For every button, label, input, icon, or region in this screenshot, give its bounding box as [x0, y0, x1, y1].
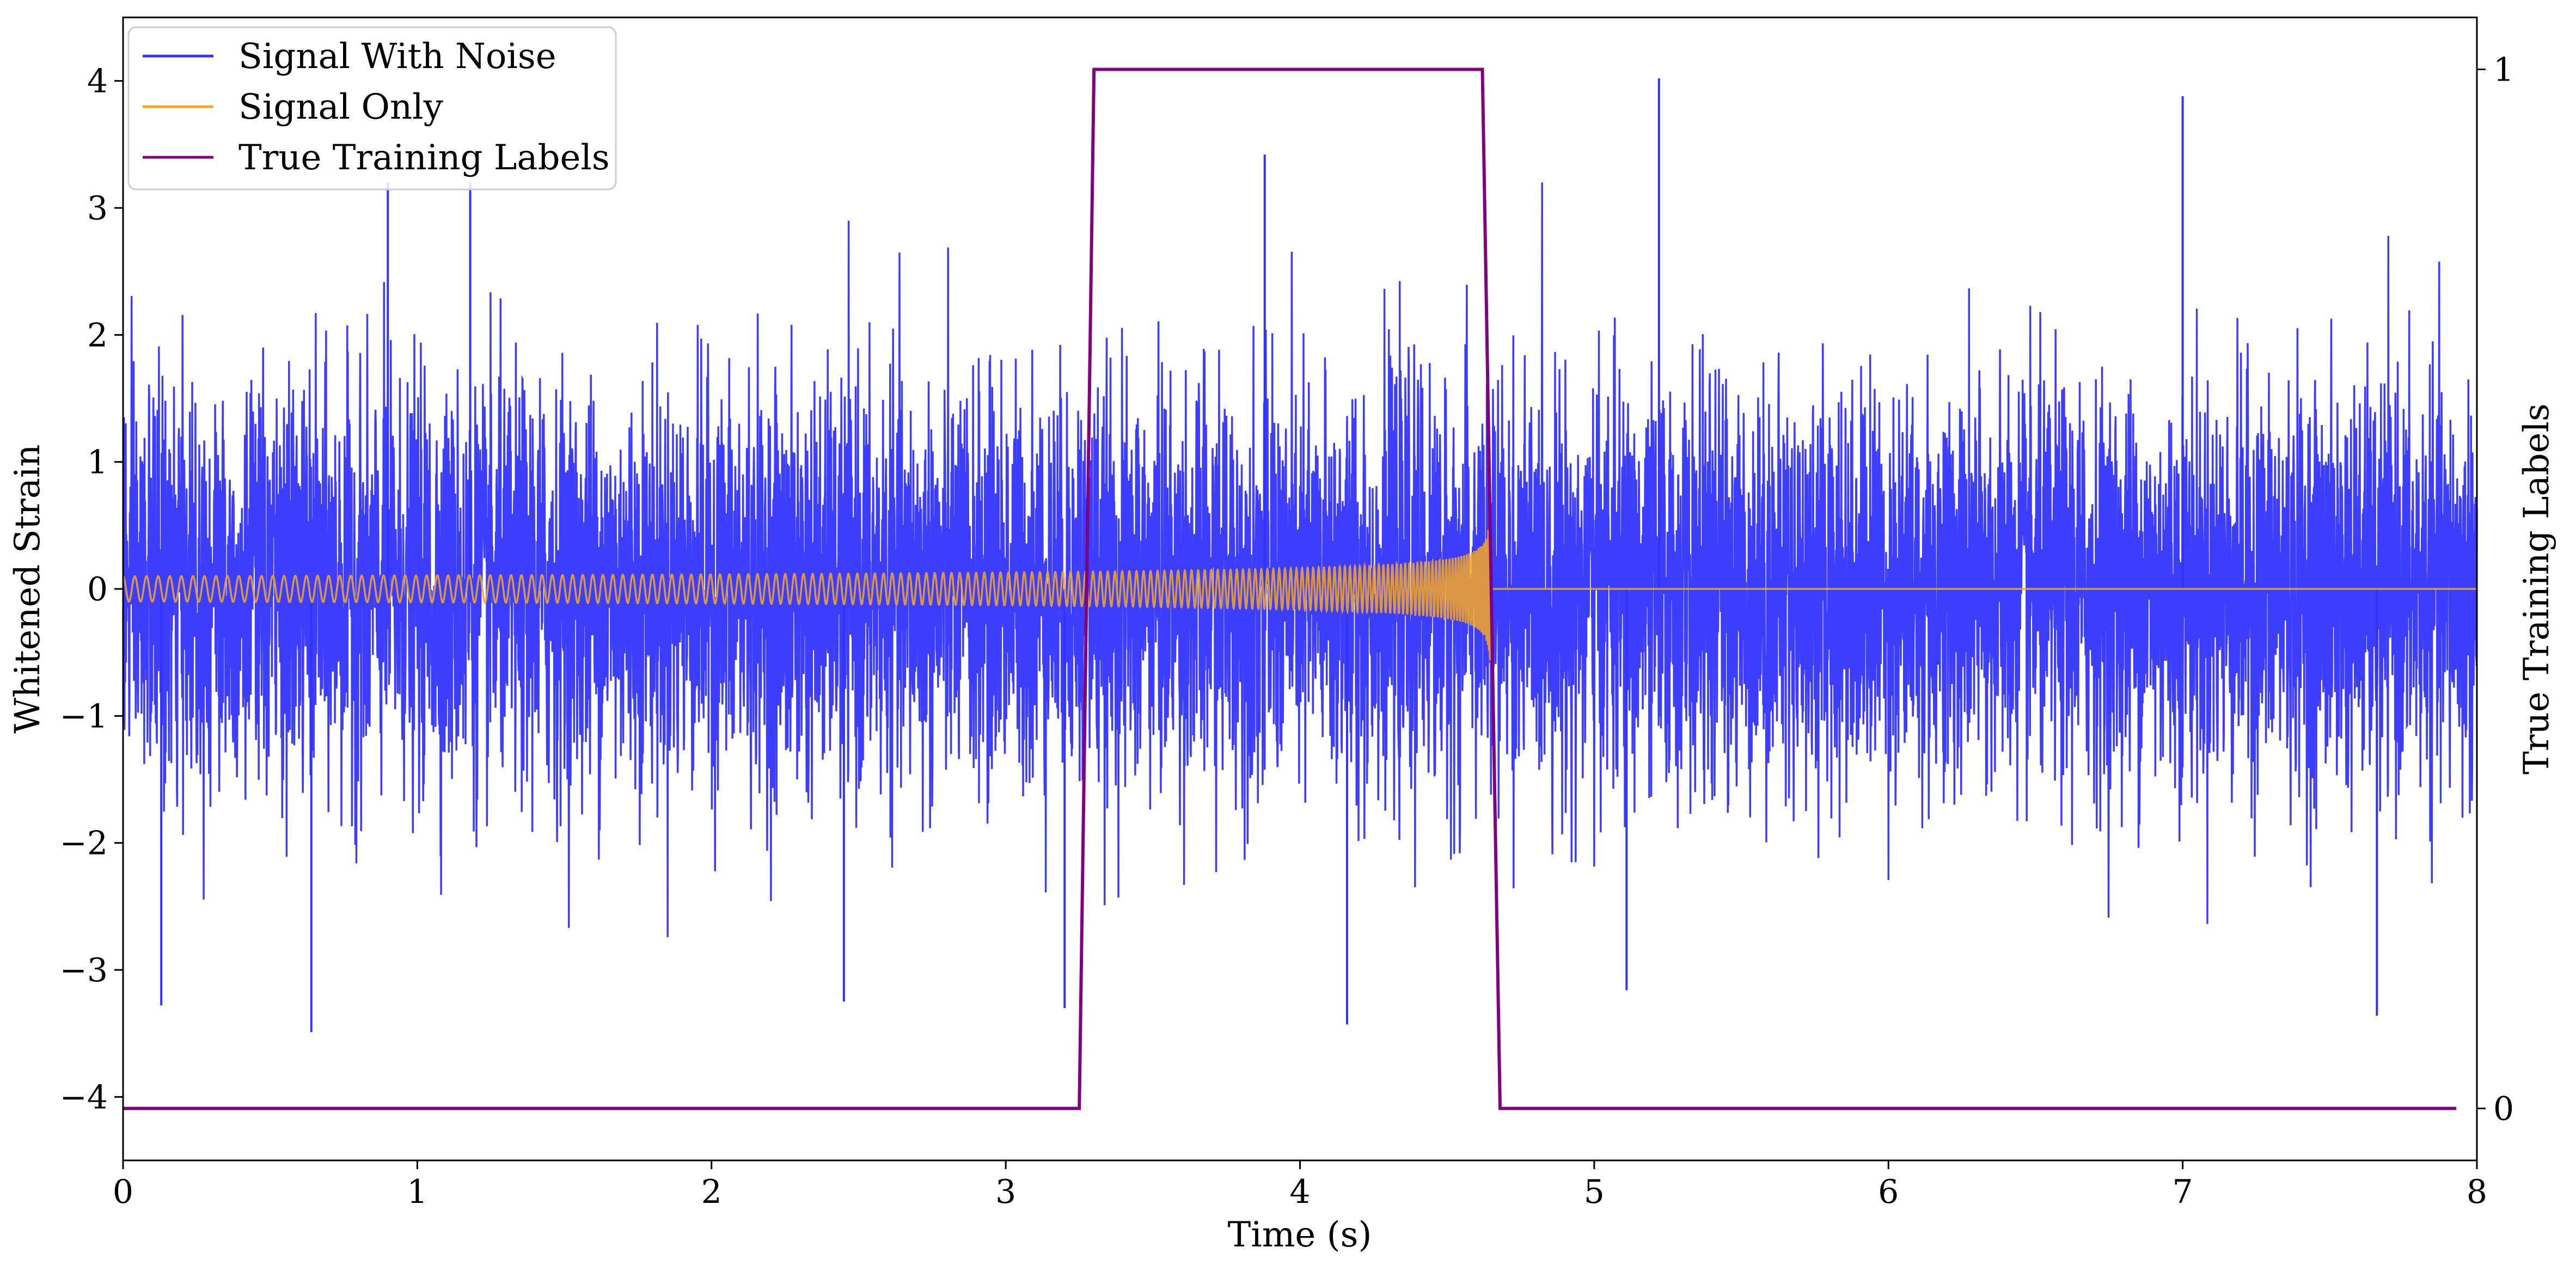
x-tick-label-0: 0 — [113, 1173, 133, 1211]
y-axis-right: 01 — [2477, 51, 2514, 1128]
y2-axis-label: True Training Labels — [2517, 403, 2557, 775]
y-tick-label--3: −3 — [60, 951, 108, 990]
y-tick-label-1: 1 — [87, 444, 108, 482]
signal-with-noise-line — [122, 182, 2478, 937]
x-tick-label-4: 4 — [1289, 1173, 1310, 1211]
y2-tick-label-1: 1 — [2493, 51, 2514, 89]
x-tick-label-6: 6 — [1878, 1173, 1899, 1211]
y-axis-left: −4 −3 −2 −1 0 1 2 3 4 — [60, 63, 123, 1116]
legend: Signal With Noise Signal Only True Train… — [127, 26, 617, 191]
y-tick-label-2: 2 — [87, 316, 108, 354]
x-axis: 0 1 2 3 4 5 6 7 8 — [113, 1160, 2487, 1211]
true-training-labels-line — [123, 67, 2457, 1110]
x-tick-label-1: 1 — [407, 1173, 427, 1211]
y-tick-label-0: 0 — [87, 570, 108, 609]
legend-label-true-training-labels: True Training Labels — [238, 138, 610, 178]
y-tick-label-4: 4 — [87, 63, 108, 101]
x-tick-label-5: 5 — [1584, 1173, 1605, 1211]
y-tick-label-3: 3 — [87, 189, 108, 228]
y2-tick-label-0: 0 — [2493, 1090, 2514, 1128]
true-training-labels-series — [123, 67, 2457, 1110]
signal-only-series — [122, 530, 2477, 660]
x-tick-label-2: 2 — [701, 1173, 722, 1211]
x-tick-label-7: 7 — [2173, 1173, 2193, 1211]
x-axis-label: Time (s) — [1228, 1215, 1372, 1255]
y-tick-label--1: −1 — [60, 697, 108, 735]
y-tick-label--4: −4 — [60, 1078, 108, 1116]
signal-with-noise-series — [122, 78, 2478, 1033]
signal-only-line — [122, 530, 2477, 660]
y-axis-label: Whitened Strain — [8, 444, 48, 733]
y-tick-label--2: −2 — [60, 825, 108, 863]
x-tick-label-3: 3 — [995, 1173, 1016, 1211]
legend-box — [127, 26, 617, 191]
legend-label-signal-with-noise: Signal With Noise — [238, 36, 556, 77]
legend-label-signal-only: Signal Only — [238, 87, 443, 127]
x-tick-label-8: 8 — [2467, 1173, 2487, 1211]
